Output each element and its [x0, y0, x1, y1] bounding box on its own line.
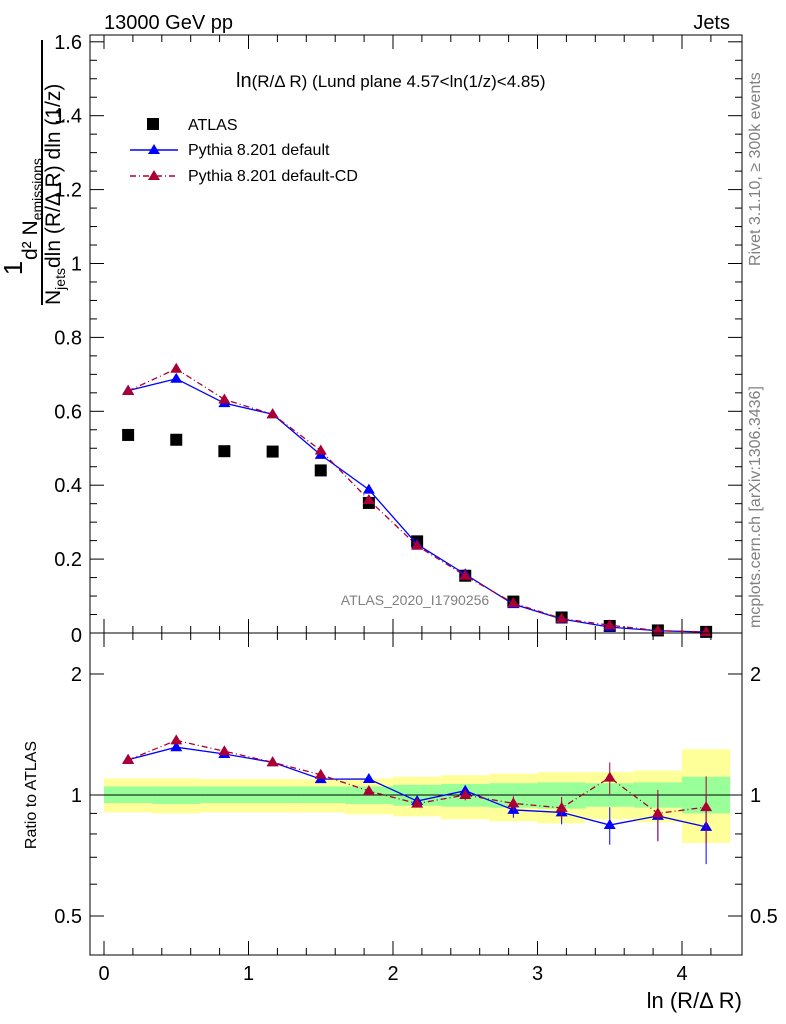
legend-default-marker	[148, 144, 160, 154]
process-label: Jets	[693, 12, 730, 34]
ratio-ytick-label-right: 2	[750, 664, 761, 686]
main-point-default-cd	[555, 612, 568, 623]
main-ytick-label: 1	[71, 254, 82, 276]
ratio-ytick-label: 2	[71, 664, 82, 686]
ratio-y-axis-label: Ratio to ATLAS	[23, 741, 40, 849]
legend-atlas-label: ATLAS	[188, 117, 238, 134]
main-y-axis-label: 1 d² Nemissions Njetsdln (R/Δ R) dln (1/…	[0, 40, 68, 305]
ratio-panel: 0.5 0.5 1 1 2 2 0 1 2 3 4 Ratio to ATLAS ln (R/Δ R…	[23, 632, 778, 1013]
main-point-default-cd	[459, 569, 472, 580]
ratio-ytick-label: 1	[71, 785, 82, 807]
ratio-point-default-cd	[700, 801, 713, 812]
main-point-default-cd	[314, 444, 327, 455]
main-point-default	[170, 372, 183, 383]
main-point-atlas	[314, 464, 327, 477]
main-point-default-cd	[507, 597, 520, 608]
ratio-xtick-label: 3	[532, 963, 543, 985]
main-ytick-label: 1.6	[54, 32, 82, 54]
ratio-point-default-cd	[170, 734, 183, 745]
legend-cd-label: Pythia 8.201 default-CD	[188, 168, 358, 185]
main-ytick-label: 0.8	[54, 327, 82, 349]
main-point-default-cd	[266, 408, 279, 419]
legend: ATLAS Pythia 8.201 default Pythia 8.201 …	[130, 117, 358, 185]
y-label-denominator: Njetsdln (R/Δ R) dln (1/z)	[42, 84, 68, 305]
main-point-default-cd	[218, 393, 231, 404]
main-ytick-label: 0.4	[54, 475, 82, 497]
energy-label: 13000 GeV pp	[104, 12, 233, 34]
main-ytick-label: 0.6	[54, 401, 82, 423]
ratio-point-default-cd	[459, 789, 472, 799]
main-point-atlas	[122, 428, 135, 441]
main-point-default-cd	[170, 362, 183, 373]
ratio-point-default-cd	[651, 807, 664, 818]
analysis-watermark: ATLAS_2020_I1790256	[341, 592, 490, 608]
main-panel: 0.2 0.4 0.6 0.8 1 1.2 1.4 1.6 0 ln(R/Δ R) (Lund …	[0, 32, 743, 647]
legend-default-label: Pythia 8.201 default	[188, 142, 330, 159]
ratio-ytick-label-right: 0.5	[750, 906, 778, 928]
ratio-ticks: 0.5 0.5 1 1 2 2 0 1 2 3 4	[54, 633, 778, 985]
ratio-point-default-cd	[218, 745, 231, 756]
ratio-point-default-cd	[603, 771, 616, 782]
ratio-point-default-cd	[555, 801, 568, 812]
x-axis-label: ln (R/Δ R)	[647, 988, 742, 1013]
legend-atlas-marker	[147, 118, 159, 130]
ratio-point-default-cd	[314, 768, 327, 779]
ratio-point-default	[362, 772, 375, 783]
main-point-default	[362, 483, 375, 494]
main-point-default-cd	[651, 624, 664, 635]
ratio-point-default-cd	[411, 797, 424, 808]
ratio-uncertainty-bands	[104, 749, 731, 843]
ratio-series	[122, 734, 713, 865]
ratio-ytick-label: 0.5	[54, 906, 82, 928]
ratio-point-default-cd	[507, 797, 520, 808]
ratio-point-default	[170, 741, 183, 752]
ratio-point-default-cd	[122, 753, 135, 764]
main-ytick-label: 1.2	[54, 180, 82, 202]
main-ytick-label: 1.4	[54, 106, 82, 128]
main-point-default-cd	[411, 539, 424, 550]
rivet-version-text: Rivet 3.1.10, ≥ 300k events	[747, 72, 764, 266]
ratio-xtick-label: 4	[676, 963, 687, 985]
main-point-atlas	[170, 433, 183, 446]
chart-title: ln(R/Δ R) (Lund plane 4.57<ln(1/z)<4.85)	[236, 70, 545, 92]
y-label-numerator-one: 1	[0, 261, 28, 275]
main-point-default-cd	[122, 384, 135, 395]
legend-cd-marker	[148, 170, 160, 180]
main-series	[122, 362, 713, 638]
ratio-xtick-label: 2	[387, 963, 398, 985]
main-ytick-label-zero: 0	[71, 625, 82, 647]
ratio-frame	[89, 632, 743, 956]
mcplots-text: mcplots.cern.ch [arXiv:1306.3436]	[747, 386, 764, 628]
ratio-xtick-label: 1	[243, 963, 254, 985]
main-ytick-label: 0.2	[54, 549, 82, 571]
ratio-ytick-label-right: 1	[750, 785, 761, 807]
ratio-point-default-cd	[362, 785, 375, 796]
ratio-point-default	[603, 819, 616, 830]
main-point-atlas	[266, 445, 279, 458]
main-point-default-cd	[362, 493, 375, 504]
ratio-point-default-cd	[266, 756, 279, 767]
ratio-xtick-label: 0	[98, 963, 109, 985]
main-point-default-cd	[603, 619, 616, 630]
main-point-atlas	[218, 445, 231, 458]
